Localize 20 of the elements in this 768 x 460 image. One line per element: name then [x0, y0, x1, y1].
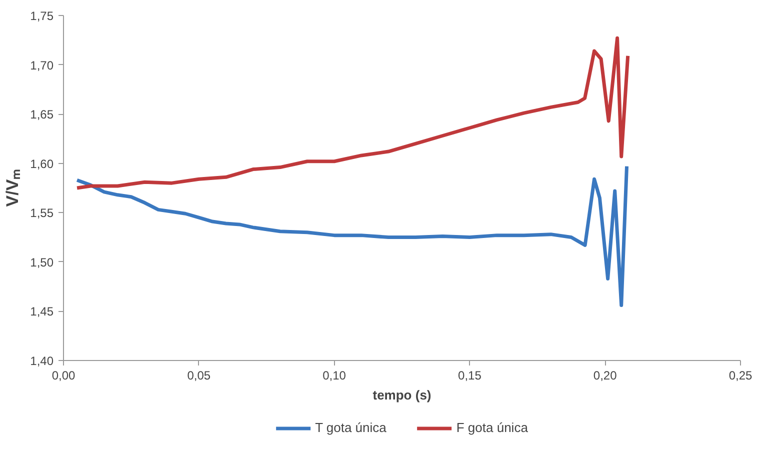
- line-series: [75, 36, 630, 190]
- y-tick-label: 1,45: [30, 304, 54, 319]
- x-tick-label: 0,15: [458, 368, 482, 382]
- y-tick-label: 1,40: [30, 354, 54, 368]
- x-tick-label: 0,00: [52, 368, 76, 382]
- x-tick-label: 0,10: [322, 368, 346, 382]
- y-tick-label: 1,50: [30, 255, 54, 270]
- x-axis-title: tempo (s): [372, 388, 432, 402]
- x-tick-label: 0,25: [728, 368, 753, 382]
- x-tick-label: 0,05: [187, 368, 211, 382]
- x-tick-label: 0,20: [593, 368, 618, 382]
- legend-label: F gota única: [456, 420, 528, 435]
- y-tick-label: 1,75: [30, 9, 54, 23]
- y-tick-label: 1,60: [30, 156, 54, 171]
- legend-label: T gota única: [315, 420, 386, 435]
- y-tick-label: 1,70: [30, 58, 54, 72]
- y-axis-title: V/Vₘ: [3, 169, 22, 207]
- y-tick-label: 1,65: [30, 108, 54, 122]
- y-tick-label: 1,55: [30, 206, 54, 220]
- line-series: [75, 164, 629, 308]
